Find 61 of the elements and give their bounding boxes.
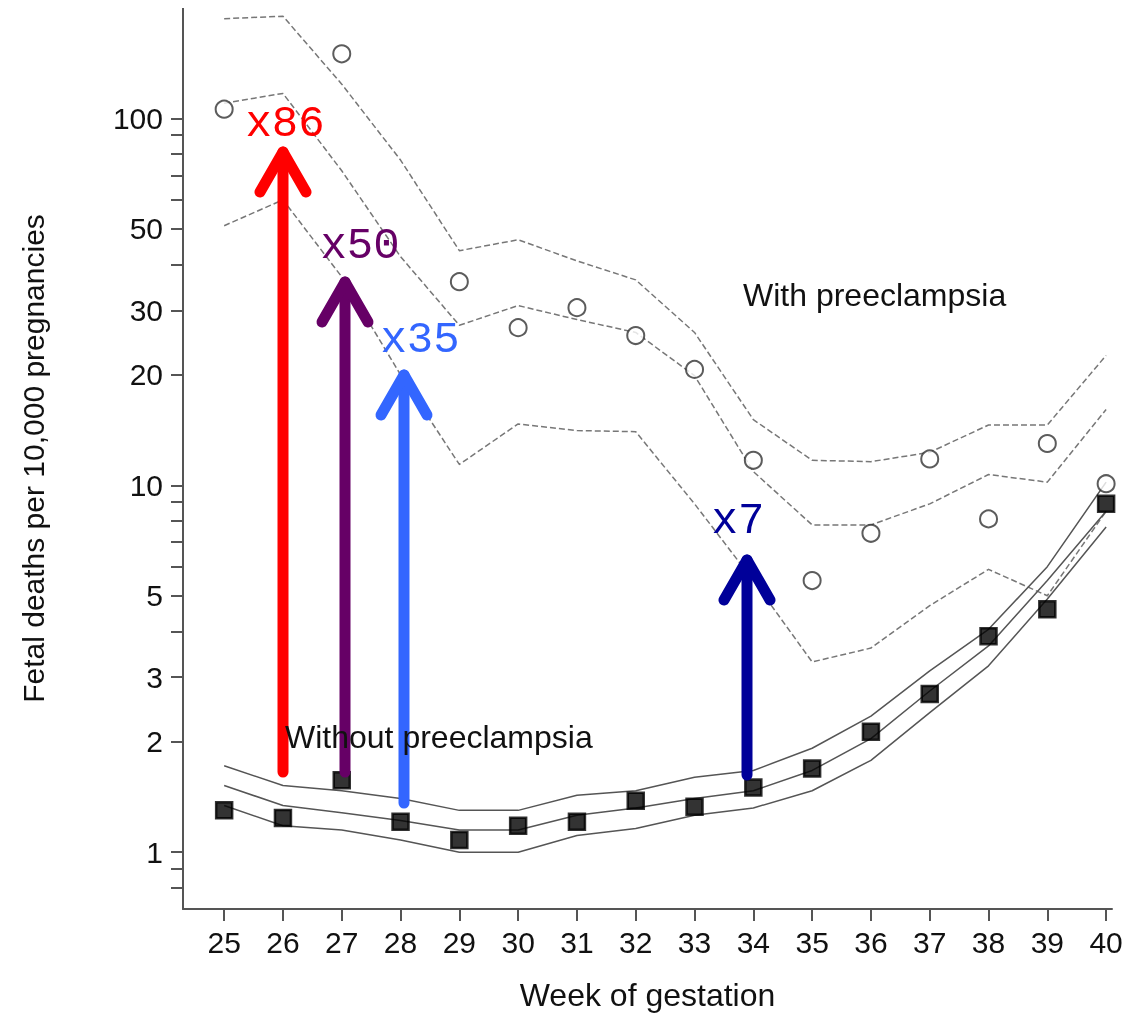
point: [979, 509, 999, 529]
point: [1096, 494, 1116, 514]
point: [1096, 474, 1116, 494]
annotation: x50: [320, 221, 400, 271]
y-tick-label: 30: [129, 293, 163, 327]
y-tick-label: 50: [129, 212, 163, 246]
point: [979, 626, 998, 646]
y-tick-label: 2: [146, 725, 163, 759]
x-tick-label: 39: [1030, 925, 1065, 959]
point: [1037, 434, 1057, 453]
x-tick-label: 37: [913, 925, 947, 959]
y-tick-label: 5: [146, 579, 163, 613]
point: [743, 450, 763, 470]
point: [214, 801, 234, 820]
x-tick-label: 30: [501, 925, 535, 959]
point: [861, 523, 881, 543]
x-tick-label: 40: [1089, 925, 1123, 959]
point: [450, 830, 469, 850]
point: [744, 778, 763, 797]
x-axis-title: Week of gestation: [519, 977, 776, 1013]
x-tick-label: 33: [677, 925, 712, 959]
x-tick-label: 35: [795, 925, 829, 959]
y-tick-label: 100: [112, 101, 163, 135]
x-tick-label: 29: [442, 925, 477, 959]
annotation: x86: [245, 99, 325, 149]
x-tick-label: 25: [207, 925, 241, 959]
point: [626, 791, 645, 811]
annotation: With preeclampsia: [743, 277, 1007, 314]
point: [508, 816, 528, 836]
x-tick-label: 36: [854, 925, 888, 959]
y-tick-label: 10: [129, 468, 163, 502]
point: [920, 684, 939, 704]
point: [332, 44, 352, 64]
y-tick-label: 3: [146, 660, 163, 694]
point: [391, 812, 410, 832]
point: [802, 759, 822, 778]
x-tick-label: 27: [325, 925, 359, 959]
point: [920, 449, 940, 469]
point: [685, 797, 704, 816]
point: [449, 272, 469, 292]
x-tick-label: 26: [266, 925, 300, 959]
point: [1038, 600, 1057, 619]
x-tick-label: 38: [971, 925, 1006, 959]
x-tick-label: 28: [383, 925, 418, 959]
y-tick-label: 1: [146, 835, 163, 869]
x-tick-label: 34: [736, 925, 771, 959]
annotation: x7: [711, 496, 765, 546]
point: [508, 318, 528, 338]
point: [685, 359, 705, 379]
point: [861, 722, 881, 741]
point: [567, 298, 587, 318]
x-tick-label: 31: [560, 925, 594, 959]
y-axis-title: Fetal deaths per 10,000 pregnancies: [16, 214, 50, 703]
point: [626, 326, 646, 346]
y-tick-label: 20: [129, 358, 163, 392]
annotation: x35: [380, 315, 460, 365]
point: [214, 99, 234, 119]
point: [802, 571, 822, 591]
point: [567, 812, 587, 832]
x-tick-label: 32: [619, 925, 653, 959]
point: [273, 808, 293, 828]
